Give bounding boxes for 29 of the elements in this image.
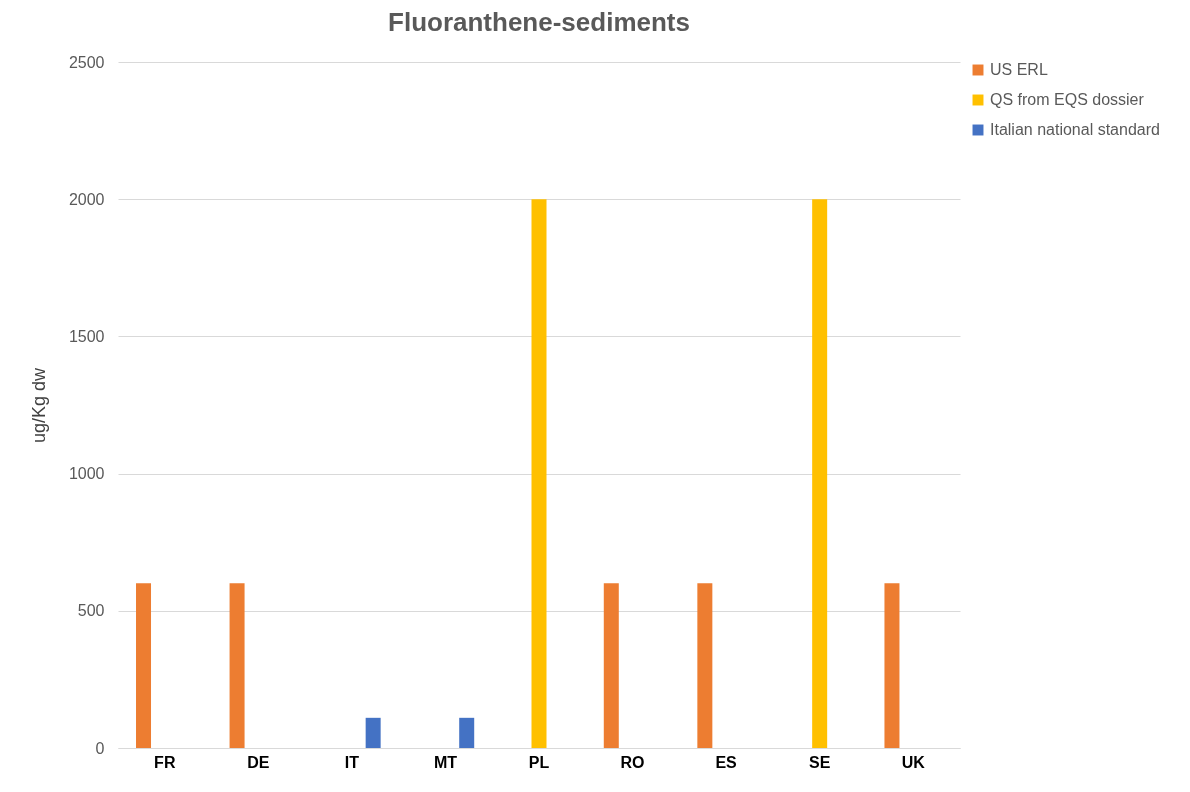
x-tick-label: MT: [433, 753, 458, 771]
x-tick-label: FR: [154, 753, 176, 771]
legend-label: Italian national standard: [990, 121, 1160, 138]
bar: [229, 583, 245, 748]
x-tick-label: RO: [620, 753, 645, 771]
x-tick-label: ES: [715, 753, 738, 771]
y-tick-label: 1500: [68, 327, 105, 345]
bar: [812, 199, 828, 748]
x-tick-label: UK: [901, 753, 926, 771]
x-tick-label: SE: [808, 753, 831, 771]
bar: [531, 199, 547, 748]
y-tick-label: 0: [95, 739, 105, 757]
y-tick-label: 2000: [68, 190, 105, 208]
bar: [697, 583, 713, 748]
bar: [884, 583, 900, 748]
bar: [459, 717, 475, 748]
x-tick-label: IT: [344, 753, 360, 771]
x-tick-label: DE: [247, 753, 270, 771]
y-tick-label: 1000: [68, 465, 105, 483]
x-tick-label: PL: [528, 753, 550, 771]
legend-label: US ERL: [990, 61, 1048, 78]
legend-label: QS from EQS dossier: [990, 91, 1145, 108]
chart-title: Fluoranthene-sediments: [388, 7, 690, 37]
bar: [136, 583, 152, 748]
y-axis-title: ug/Kg dw: [28, 366, 49, 444]
y-tick-label: 2500: [68, 53, 105, 71]
y-tick-label: 500: [77, 602, 105, 620]
bar: [365, 717, 381, 748]
bar: [603, 583, 619, 748]
